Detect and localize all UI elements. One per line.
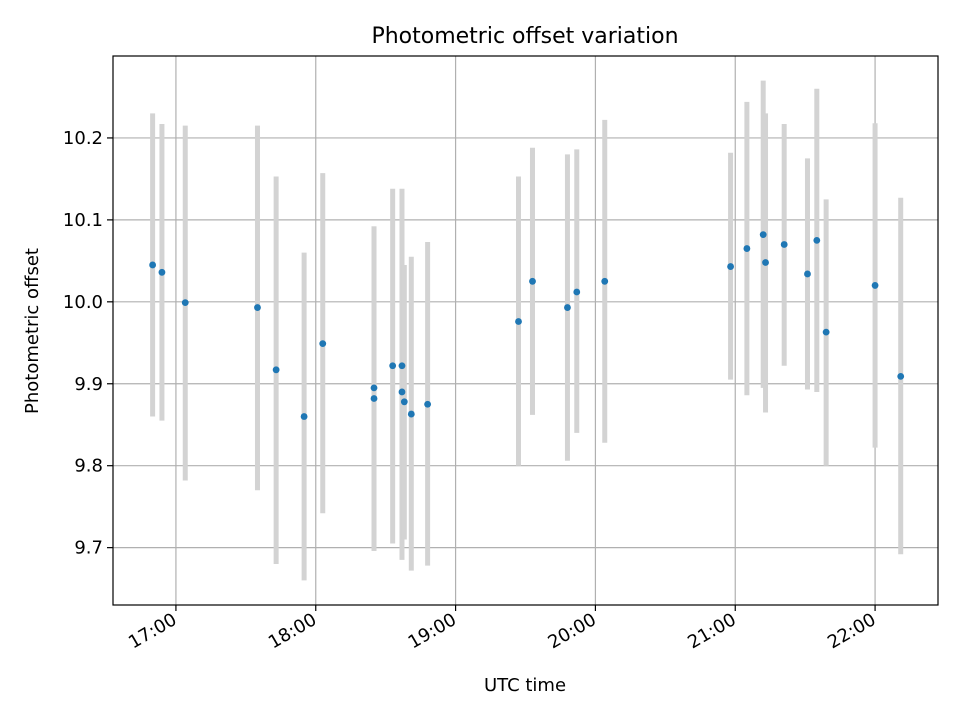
data-point: [407, 410, 415, 418]
data-point: [272, 366, 280, 374]
data-point: [515, 318, 522, 325]
plot-frame: [112, 55, 939, 606]
data-point: [370, 384, 378, 392]
data-point: [573, 288, 581, 296]
data-point: [897, 372, 905, 380]
data-point: [601, 277, 609, 285]
data-point: [813, 236, 821, 244]
data-point: [759, 231, 767, 239]
data-point: [370, 395, 378, 402]
data-point: [804, 270, 811, 278]
data-point: [727, 263, 734, 270]
data-point: [149, 261, 157, 269]
y-axis-ticks: 9.7 9.8 9.9 10.0 10.1 10.2: [63, 128, 113, 559]
data-point: [300, 413, 308, 420]
data-point: [424, 400, 432, 408]
chart-title: Photometric offset variation: [371, 24, 678, 49]
data-point: [254, 304, 261, 311]
data-point: [780, 241, 788, 248]
data-point: [319, 340, 327, 348]
y-tick-label: 9.7: [74, 538, 103, 559]
y-tick-label: 10.2: [63, 128, 103, 149]
data-point: [389, 362, 397, 370]
y-axis-label: Photometric offset: [22, 248, 43, 414]
y-tick-label: 10.0: [63, 292, 103, 313]
data-point: [762, 259, 769, 266]
data-point: [564, 304, 571, 311]
data-point: [400, 398, 408, 406]
y-tick-label: 10.1: [63, 210, 103, 231]
data-point: [743, 245, 751, 252]
data-point: [181, 299, 189, 307]
x-axis-label: UTC time: [484, 675, 566, 696]
data-point: [822, 328, 830, 336]
y-tick-label: 9.9: [74, 374, 103, 395]
data-points: [149, 231, 905, 420]
data-point: [871, 282, 879, 289]
y-tick-label: 9.8: [74, 456, 103, 477]
data-point: [158, 268, 166, 276]
data-point: [398, 362, 406, 370]
data-point: [398, 388, 406, 396]
data-point: [529, 277, 536, 285]
grid: [113, 56, 938, 605]
